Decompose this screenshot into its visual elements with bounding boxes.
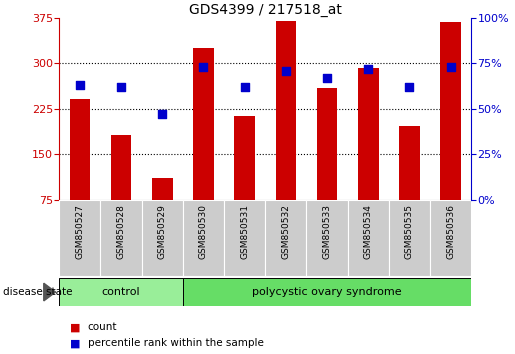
Point <box>447 64 455 70</box>
Text: ■: ■ <box>70 338 80 348</box>
Bar <box>59 278 183 306</box>
Bar <box>183 200 224 276</box>
Bar <box>358 68 379 200</box>
Text: GSM850533: GSM850533 <box>322 204 332 259</box>
Point <box>405 84 414 90</box>
Bar <box>142 200 183 276</box>
Text: disease state: disease state <box>3 287 72 297</box>
Bar <box>111 135 131 200</box>
Point <box>323 75 331 81</box>
Bar <box>59 200 100 276</box>
Bar <box>389 200 430 276</box>
Text: ■: ■ <box>70 322 80 332</box>
Bar <box>317 87 337 200</box>
Bar <box>399 126 420 200</box>
Text: GSM850527: GSM850527 <box>75 204 84 259</box>
Bar <box>430 200 471 276</box>
Point <box>241 84 249 90</box>
Point <box>364 66 372 72</box>
Point <box>76 82 84 88</box>
Text: GSM850535: GSM850535 <box>405 204 414 259</box>
Title: GDS4399 / 217518_at: GDS4399 / 217518_at <box>189 3 341 17</box>
Text: GSM850532: GSM850532 <box>281 204 290 259</box>
Bar <box>224 200 265 276</box>
Bar <box>70 98 90 200</box>
Polygon shape <box>44 283 56 301</box>
Bar <box>234 116 255 200</box>
Text: percentile rank within the sample: percentile rank within the sample <box>88 338 264 348</box>
Text: GSM850528: GSM850528 <box>116 204 126 259</box>
Bar <box>348 200 389 276</box>
Bar <box>276 21 296 200</box>
Point <box>117 84 125 90</box>
Text: GSM850536: GSM850536 <box>446 204 455 259</box>
Text: GSM850531: GSM850531 <box>240 204 249 259</box>
Bar <box>265 200 306 276</box>
Text: GSM850534: GSM850534 <box>364 204 373 259</box>
Point <box>199 64 208 70</box>
Bar <box>193 48 214 200</box>
Point <box>282 68 290 73</box>
Text: GSM850530: GSM850530 <box>199 204 208 259</box>
Text: count: count <box>88 322 117 332</box>
Bar <box>440 22 461 200</box>
Text: control: control <box>102 287 140 297</box>
Text: GSM850529: GSM850529 <box>158 204 167 259</box>
Bar <box>183 278 471 306</box>
Bar <box>306 200 348 276</box>
Point <box>158 112 166 117</box>
Text: polycystic ovary syndrome: polycystic ovary syndrome <box>252 287 402 297</box>
Bar <box>100 200 142 276</box>
Bar <box>152 177 173 200</box>
